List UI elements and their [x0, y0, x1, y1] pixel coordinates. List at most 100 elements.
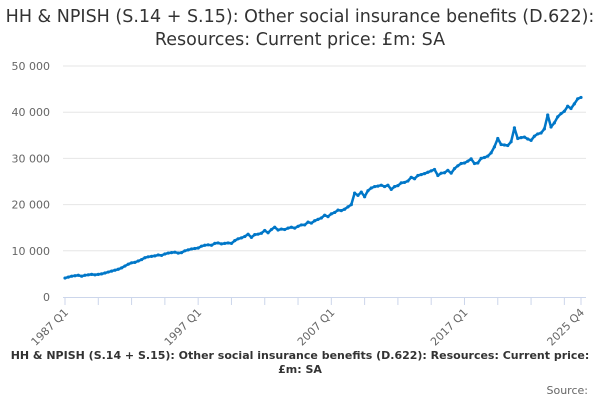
data-point [86, 273, 90, 277]
data-point [76, 273, 80, 277]
data-point [66, 275, 70, 279]
data-point [283, 227, 287, 232]
y-tick-label: 20 000 [12, 199, 51, 212]
data-point [269, 227, 273, 232]
data-point [526, 137, 530, 141]
data-point [349, 203, 353, 207]
y-tick-label: 30 000 [12, 152, 51, 165]
data-point [366, 189, 370, 193]
data-point [552, 121, 556, 125]
data-point [572, 102, 576, 106]
data-point [569, 106, 573, 111]
data-point [309, 221, 313, 225]
data-point [559, 111, 563, 116]
y-tick-label: 0 [43, 291, 50, 304]
data-point [476, 161, 480, 165]
data-point [233, 239, 237, 243]
x-tick-label: 2007 Q1 [295, 306, 338, 349]
data-point [532, 134, 536, 138]
data-point [479, 156, 483, 160]
data-point [556, 115, 560, 119]
data-point [539, 131, 543, 135]
data-point [359, 190, 363, 194]
data-point [489, 151, 493, 155]
data-point [522, 135, 527, 139]
data-point [223, 241, 227, 246]
x-tick-label: 1997 Q1 [162, 306, 205, 349]
data-point [336, 208, 340, 212]
data-point [63, 276, 67, 280]
data-point [562, 109, 566, 113]
data-point [369, 186, 373, 190]
data-point [373, 184, 377, 189]
data-point [472, 161, 477, 166]
data-point [93, 273, 97, 277]
data-point [203, 243, 207, 247]
data-point [236, 237, 240, 241]
data-point [156, 253, 160, 257]
data-point [546, 113, 550, 117]
data-point [402, 180, 407, 185]
data-point [143, 256, 147, 260]
data-point [279, 227, 283, 231]
data-point [422, 172, 427, 176]
data-point [536, 132, 540, 136]
data-point [259, 231, 264, 235]
data-point [179, 251, 184, 255]
data-point [459, 161, 463, 166]
data-point [446, 168, 450, 173]
data-point [209, 243, 214, 247]
data-point [576, 97, 580, 101]
data-point [183, 249, 187, 253]
data-point [106, 270, 110, 274]
data-point [153, 254, 157, 258]
data-point [386, 183, 390, 187]
data-point [80, 274, 84, 278]
data-point [176, 251, 180, 255]
data-point [356, 193, 360, 197]
chart-title: HH & NPISH (S.14 + S.15): Other social i… [5, 7, 595, 50]
data-point [229, 241, 234, 246]
series-markers [63, 95, 583, 280]
x-tick-label: 2025 Q4 [545, 306, 588, 349]
data-point [123, 264, 127, 268]
data-point [206, 243, 210, 247]
data-point [163, 252, 167, 256]
x-tick-label: 1987 Q1 [29, 306, 72, 349]
data-point [173, 250, 177, 254]
data-point [169, 251, 174, 255]
data-point [246, 232, 250, 236]
data-point [226, 241, 230, 245]
data-point [239, 236, 244, 240]
data-point [353, 191, 357, 195]
data-point [306, 220, 310, 224]
data-point [519, 136, 523, 140]
data-point [126, 262, 130, 266]
data-point [376, 184, 380, 188]
data-point [113, 268, 117, 272]
data-point [129, 261, 134, 265]
data-point [133, 260, 137, 264]
data-point [213, 241, 217, 246]
data-point [529, 138, 533, 142]
data-point [116, 267, 120, 271]
y-tick-label: 50 000 [12, 60, 51, 73]
data-point [266, 231, 270, 235]
data-point [549, 125, 553, 129]
data-point [416, 173, 420, 178]
data-point [382, 184, 387, 189]
data-point [136, 259, 140, 263]
data-point [159, 253, 164, 258]
data-point [119, 266, 124, 270]
data-point [139, 257, 144, 262]
data-point [482, 155, 487, 160]
data-point [286, 226, 290, 230]
data-point [83, 273, 87, 277]
data-point [196, 246, 200, 250]
data-point [426, 170, 430, 174]
data-point [323, 213, 327, 217]
x-tick-label: 2017 Q1 [428, 306, 471, 349]
data-point [499, 142, 503, 147]
data-point [90, 272, 94, 276]
data-point [396, 184, 400, 188]
